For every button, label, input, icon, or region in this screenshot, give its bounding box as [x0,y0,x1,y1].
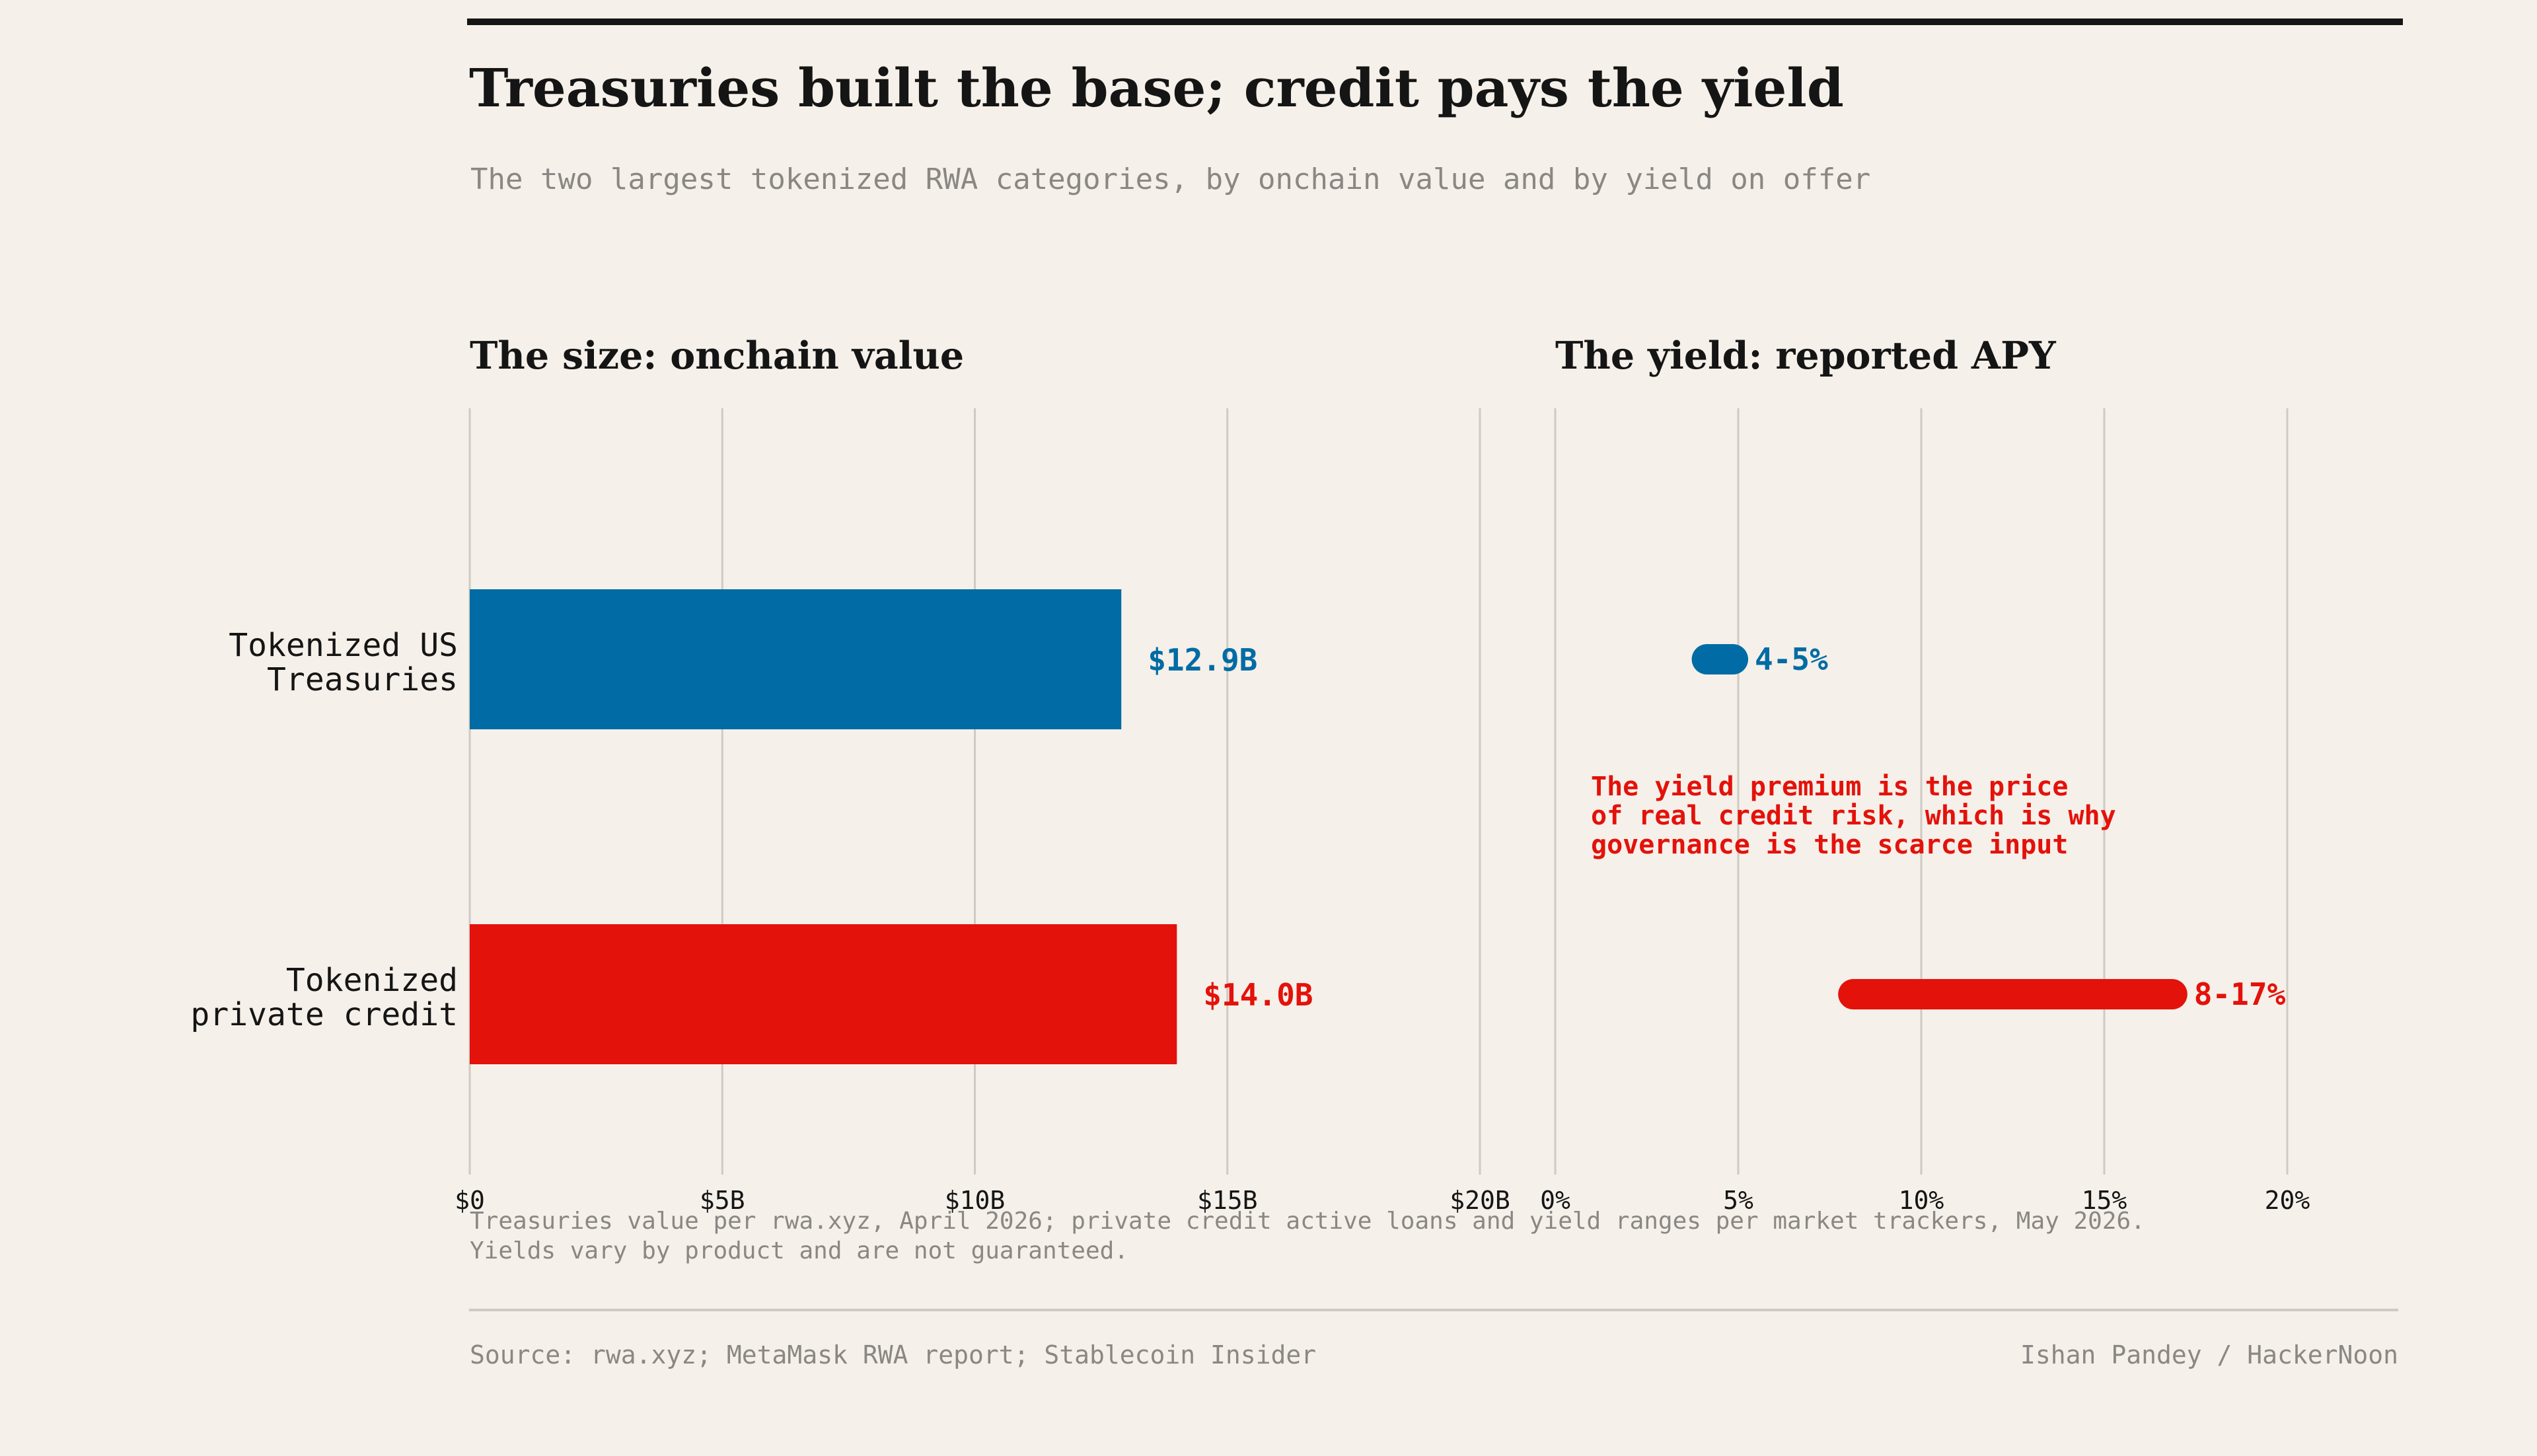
size-tick-labels: $0 $5B $10B $15B $20B [455,1186,1510,1215]
yield-value-label: 8-17% [2194,976,2286,1012]
yield-range [1691,644,1748,674]
yield-tick-labels: 0% 5% 10% 15% 20% [1540,1186,2310,1215]
size-panel-title: The size: onchain value [470,334,965,378]
size-value-labels: $12.9B $14.0B [1148,642,1313,1013]
category-label: Tokenized US Treasuries [229,627,458,698]
footnote: Treasuries value per rwa.xyz, April 2026… [470,1206,2145,1266]
size-tick-label: $15B [1197,1186,1258,1215]
size-bar [470,589,1122,729]
size-value-label: $14.0B [1203,977,1313,1013]
chart-subtitle: The two largest tokenized RWA categories… [470,163,1871,196]
size-bars [470,589,1177,1064]
yield-annotation: The yield premium is the price of real cr… [1591,772,2116,860]
size-tick-label: $20B [1450,1186,1510,1215]
chart-canvas: Tokenized US Treasuries Tokenized private c… [190,408,2310,1215]
yield-panel-title: The yield: reported APY [1555,334,2056,378]
annotation-line: governance is the scarce input [1591,830,2068,860]
top-rule [467,18,2403,25]
annotation-line: of real credit risk, which is why [1591,801,2116,831]
category-label-line: private credit [190,996,458,1033]
size-tick-label: $5B [700,1186,745,1215]
annotation-line: The yield premium is the price [1591,772,2068,802]
yield-tick-label: 20% [2265,1186,2310,1215]
category-label-line: Tokenized [286,962,458,999]
source-note: Source: rwa.xyz; MetaMask RWA report; St… [470,1340,1317,1369]
author-credit: Ishan Pandey / HackerNoon [2020,1340,2398,1369]
yield-gridlines [1554,408,2289,1175]
yield-tick-label: 5% [1723,1186,1753,1215]
yield-tick-label: 10% [1899,1186,1944,1215]
footnote-line-1: Treasuries value per rwa.xyz, April 2026… [470,1208,2145,1235]
size-category-labels: Tokenized US Treasuries Tokenized private c… [190,627,458,1033]
size-value-label: $12.9B [1148,642,1257,678]
yield-annotation-text: The yield premium is the price of real cr… [1591,772,2116,860]
size-tick-label: $10B [945,1186,1006,1215]
bottom-rule [469,1309,2398,1311]
yield-tick-label: 15% [2082,1186,2127,1215]
category-label-line: Tokenized US [229,627,458,664]
size-bar [470,924,1177,1064]
category-label: Tokenized private credit [190,962,458,1033]
yield-value-labels: 4-5% 8-17% [1755,641,2286,1012]
chart-title: Treasuries built the base; credit pays t… [469,57,1844,119]
size-tick-label: $0 [455,1186,485,1215]
yield-tick-label: 0% [1540,1186,1570,1215]
yield-value-label: 4-5% [1755,641,1828,677]
yield-range [1838,979,2188,1009]
category-label-line: Treasuries [267,661,458,698]
footnote-line-2: Yields vary by product and are not guara… [470,1237,1128,1264]
yield-ranges [1691,644,2188,1009]
